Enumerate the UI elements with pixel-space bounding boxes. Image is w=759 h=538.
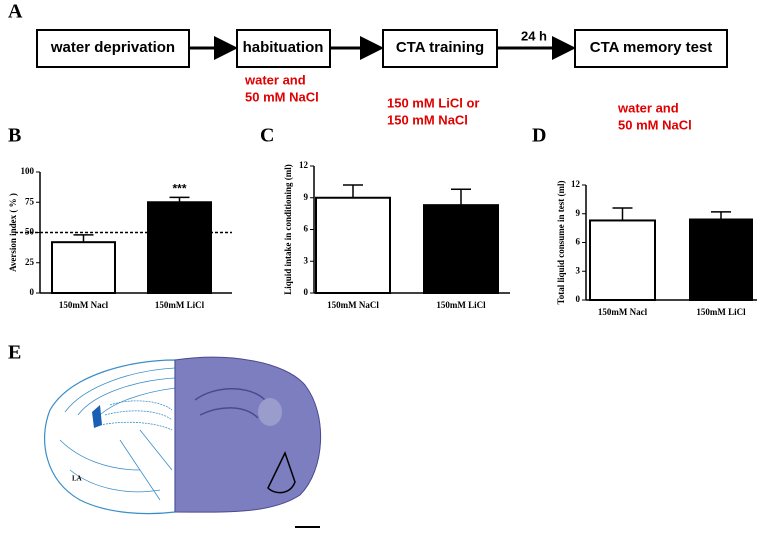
atlas-line: [99, 400, 173, 431]
x-tick-label: 150mM NaCl: [327, 300, 379, 310]
flow-label: CTA memory test: [590, 39, 713, 56]
y-tick-label: 100: [21, 166, 35, 176]
x-tick-label: 150mM Nacl: [598, 307, 648, 317]
la-outline: [267, 451, 296, 494]
flow-label: CTA training: [396, 39, 484, 56]
y-tick-label: 3: [304, 255, 309, 265]
flow-label: habituation: [243, 39, 324, 56]
panel-label: E: [8, 342, 21, 364]
flow-note: 50 mM NaCl: [618, 117, 692, 132]
y-tick-label: 0: [30, 287, 35, 297]
nissl-region: [258, 398, 282, 426]
y-tick-label: 25: [25, 257, 35, 267]
y-tick-label: 75: [25, 196, 35, 206]
flow-note: 50 mM NaCl: [245, 89, 319, 104]
panel-label: D: [532, 125, 546, 147]
flow-box: [36, 29, 190, 68]
flow-note: water and: [244, 72, 306, 87]
y-tick-label: 3: [576, 265, 581, 275]
panel-label: A: [8, 1, 23, 23]
nissl-section: [174, 356, 321, 513]
y-tick-label: 50: [25, 227, 35, 237]
flow-box: [574, 29, 728, 68]
bar: [689, 218, 753, 301]
y-tick-label: 0: [576, 294, 581, 304]
y-tick-label: 9: [576, 208, 581, 218]
significance: ***: [172, 182, 186, 196]
y-tick-label: 9: [304, 192, 309, 202]
x-tick-label: 150mM Nacl: [59, 300, 109, 310]
flow-label: water deprivation: [50, 39, 175, 56]
bar: [315, 196, 391, 294]
bar: [147, 201, 212, 294]
y-tick-label: 12: [299, 160, 309, 170]
flow-diagram: [36, 29, 728, 68]
flow-box: [236, 29, 331, 68]
flow-box: [382, 29, 498, 68]
x-tick-label: 150mM LiCl: [155, 300, 205, 310]
x-tick-label: 150mM LiCl: [436, 300, 486, 310]
flow-note: water and: [617, 100, 679, 115]
panel-label: B: [8, 125, 21, 147]
region-label: LA: [72, 475, 82, 483]
bar: [589, 219, 656, 301]
edge-label: 24 h: [521, 28, 547, 43]
y-tick-label: 0: [304, 287, 309, 297]
brain-section: [44, 356, 321, 528]
x-tick-label: 150mM LiCl: [696, 307, 746, 317]
flow-note: 150 mM NaCl: [387, 112, 468, 127]
y-tick-label: 6: [304, 224, 309, 234]
atlas-region: [92, 405, 102, 428]
flow-note: 150 mM LiCl or: [387, 95, 479, 110]
bar: [423, 204, 499, 295]
panel-label: C: [260, 125, 274, 147]
y-axis-label: Aversion index ( % ): [8, 193, 18, 272]
bar: [51, 241, 116, 294]
y-tick-label: 6: [576, 237, 581, 247]
nissl-line: [194, 388, 266, 419]
atlas-line: [59, 429, 173, 501]
y-axis-label: Liquid intake in conditioning (ml): [283, 164, 293, 295]
y-axis-label: Total liquid consume in test (ml): [556, 181, 566, 305]
y-tick-label: 12: [571, 179, 581, 189]
